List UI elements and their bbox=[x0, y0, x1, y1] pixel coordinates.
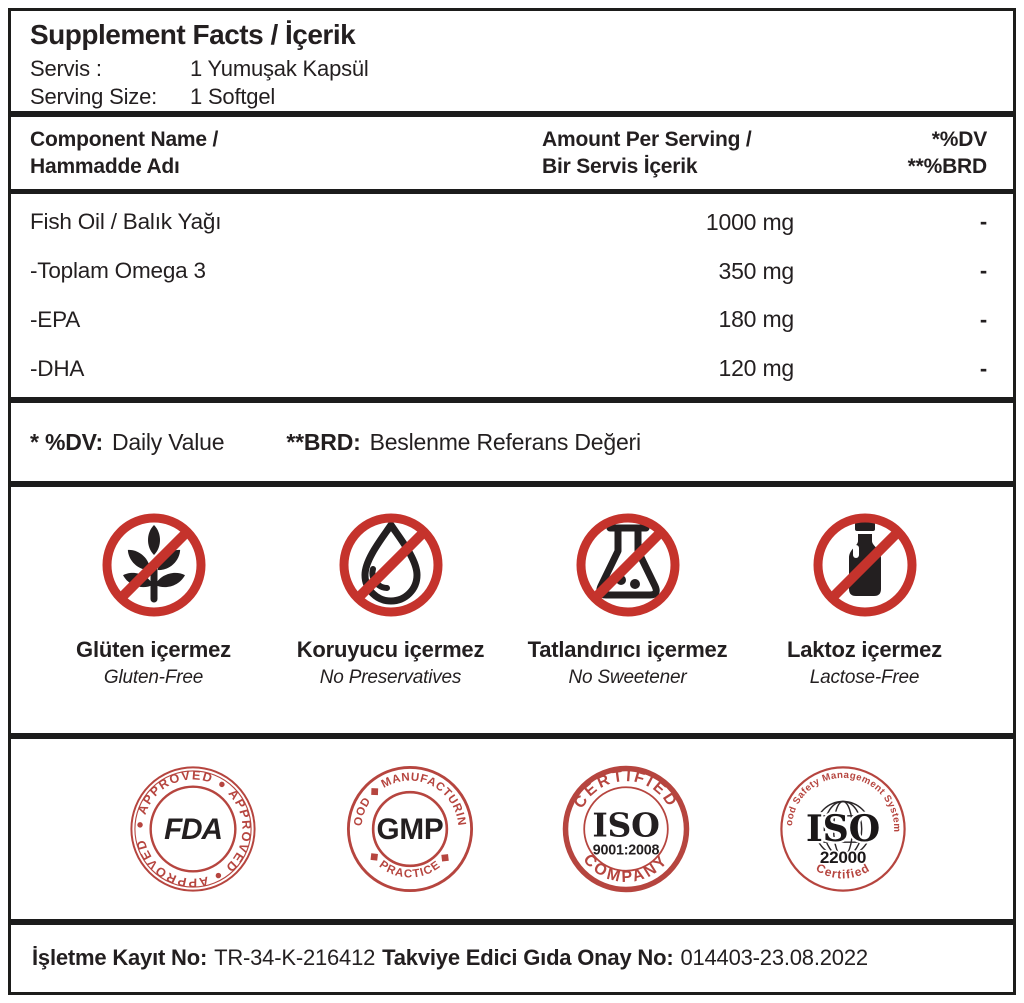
ingredient-name: -DHA bbox=[30, 355, 85, 381]
column-header-amount: Amount Per Serving / Bir Servis İçerik bbox=[542, 128, 752, 178]
serving-value-en: 1 Softgel bbox=[190, 84, 276, 109]
supplement-facts-label: Supplement Facts / İçerik Servis : 1 Yum… bbox=[8, 8, 1016, 995]
ingredient-amount: 1000 mg bbox=[705, 208, 794, 235]
iso22000-bottom-text: Certified bbox=[814, 860, 872, 881]
table-row: -EPA 180 mg - bbox=[30, 306, 987, 333]
serving-row-tr: Servis : 1 Yumuşak Kapsül bbox=[30, 55, 994, 83]
allergen-gluten-free: Glüten içermez Gluten-Free bbox=[35, 509, 272, 733]
certification-section: ● APPROVED ● APPROVED ● APPROVED FDA GOO… bbox=[11, 739, 1013, 919]
table-row: -Toplam Omega 3 350 mg - bbox=[30, 258, 987, 285]
allergen-title: Tatlandırıcı içermez bbox=[527, 637, 728, 662]
iso9001-sub-text: 9001:2008 bbox=[593, 842, 660, 858]
globe-icon bbox=[814, 800, 872, 858]
brd-footnote-label: **BRD: bbox=[286, 428, 361, 455]
table-row: Fish Oil / Balık Yağı 1000 mg - bbox=[30, 209, 987, 236]
ingredient-dv: - bbox=[979, 306, 987, 332]
approval-number: 014403-23.08.2022 bbox=[680, 944, 868, 970]
ingredient-name: -Toplam Omega 3 bbox=[30, 258, 206, 284]
table-header: Component Name / Hammadde Adı Amount Per… bbox=[11, 117, 1013, 189]
dv-footnote-label: * %DV: bbox=[30, 428, 103, 455]
serving-label-tr: Servis : bbox=[30, 56, 102, 81]
serving-label-en: Serving Size: bbox=[30, 84, 158, 109]
iso-9001-badge: CERTIFIED COMPANY ISO 9001:2008 bbox=[563, 765, 690, 893]
page-title: Supplement Facts / İçerik bbox=[30, 19, 356, 50]
iso-22000-badge: Food Safety Management System Certified … bbox=[777, 763, 906, 892]
ingredient-dv: - bbox=[979, 355, 987, 381]
iso22000-center-text: ISO bbox=[806, 807, 880, 850]
section-divider bbox=[11, 189, 1013, 194]
section-divider bbox=[11, 397, 1013, 403]
serving-row-en: Serving Size: 1 Softgel bbox=[30, 83, 994, 111]
footnote-section: * %DV: Daily Value **BRD: Beslenme Refer… bbox=[11, 403, 1013, 481]
no-preservatives-icon bbox=[339, 513, 442, 617]
allergen-no-preservatives: Koruyucu içermez No Preservatives bbox=[272, 509, 509, 733]
header-section: Supplement Facts / İçerik Servis : 1 Yum… bbox=[11, 11, 1013, 111]
registration-label: İşletme Kayıt No: bbox=[32, 944, 208, 970]
ingredient-amount: 120 mg bbox=[718, 355, 794, 382]
section-divider bbox=[11, 481, 1013, 487]
svg-text:Certified: Certified bbox=[814, 860, 873, 881]
allergen-lactose-free: Laktoz içermez Lactose-Free bbox=[746, 509, 983, 733]
iso9001-center-text: ISO bbox=[593, 806, 660, 845]
gmp-badge: GOOD ◆ MANUFACTURING ◆ PRACTICE ◆ GMP bbox=[344, 763, 473, 893]
fda-approved-badge: ● APPROVED ● APPROVED ● APPROVED FDA bbox=[130, 766, 256, 892]
column-header-component: Component Name / Hammadde Adı bbox=[30, 128, 219, 178]
allergen-title: Koruyucu içermez bbox=[296, 637, 485, 662]
section-divider bbox=[11, 733, 1013, 739]
allergen-subtitle: No Sweetener bbox=[568, 667, 687, 688]
table-row: -DHA 120 mg - bbox=[30, 355, 987, 382]
ingredient-dv: - bbox=[979, 209, 987, 235]
no-sweetener-icon bbox=[576, 513, 679, 617]
iso22000-sub-text: 22000 bbox=[820, 848, 866, 867]
fda-center-text: FDA bbox=[164, 813, 222, 846]
ingredients-table: Fish Oil / Balık Yağı 1000 mg - -Toplam … bbox=[11, 194, 1013, 397]
allergen-subtitle: Lactose-Free bbox=[809, 667, 920, 688]
registration-line: İşletme Kayıt No: TR-34-K-216412 Takviye… bbox=[11, 925, 1013, 992]
registration-number: TR-34-K-216412 bbox=[214, 944, 376, 970]
allergen-subtitle: Gluten-Free bbox=[103, 667, 204, 688]
brd-footnote-text: Beslenme Referans Değeri bbox=[369, 428, 642, 455]
ingredient-amount: 350 mg bbox=[718, 257, 794, 284]
allergen-subtitle: No Preservatives bbox=[319, 667, 462, 688]
no-gluten-icon bbox=[102, 513, 205, 617]
ingredient-name: -EPA bbox=[30, 306, 81, 332]
allergen-no-sweetener: Tatlandırıcı içermez No Sweetener bbox=[509, 509, 746, 733]
ingredient-name: Fish Oil / Balık Yağı bbox=[30, 209, 222, 235]
dv-footnote-text: Daily Value bbox=[111, 428, 225, 455]
free-from-section: Glüten içermez Gluten-Free Koruyucu içer… bbox=[11, 487, 1013, 733]
column-header-dv: *%DV **%BRD bbox=[907, 128, 988, 178]
ingredient-amount: 180 mg bbox=[718, 306, 794, 333]
gmp-center-text: GMP bbox=[376, 813, 443, 846]
ingredient-dv: - bbox=[979, 258, 987, 284]
allergen-title: Glüten içermez bbox=[76, 637, 231, 662]
no-lactose-icon bbox=[813, 513, 916, 617]
section-divider bbox=[11, 919, 1013, 925]
serving-value-tr: 1 Yumuşak Kapsül bbox=[190, 56, 369, 81]
section-divider bbox=[11, 111, 1013, 117]
approval-label: Takviye Edici Gıda Onay No: bbox=[382, 944, 674, 970]
allergen-title: Laktoz içermez bbox=[787, 637, 942, 662]
